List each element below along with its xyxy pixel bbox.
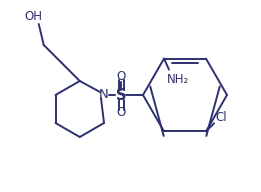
Text: OH: OH bbox=[25, 11, 43, 23]
Text: O: O bbox=[116, 70, 126, 84]
Text: Cl: Cl bbox=[215, 111, 227, 124]
Text: S: S bbox=[116, 88, 126, 103]
Text: O: O bbox=[116, 107, 126, 119]
Text: NH₂: NH₂ bbox=[167, 73, 189, 86]
Text: N: N bbox=[99, 89, 109, 102]
